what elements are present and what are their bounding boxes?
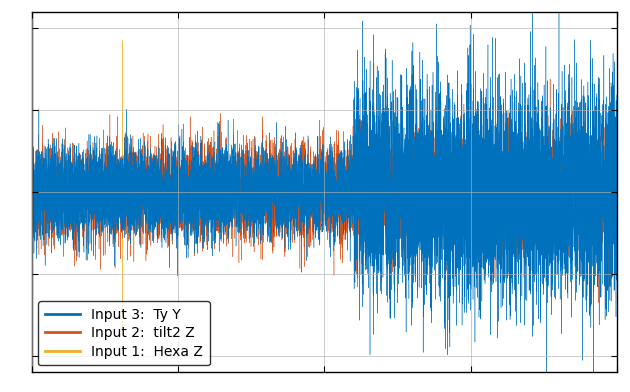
Line: Input 1:  Hexa Z: Input 1: Hexa Z bbox=[32, 0, 617, 376]
Input 1:  Hexa Z: (0, 0.0975): Hexa Z: (0, 0.0975) bbox=[28, 182, 35, 187]
Input 1:  Hexa Z: (0.947, 0.459): Hexa Z: (0.947, 0.459) bbox=[583, 152, 590, 157]
Input 2:  tilt2 Z: (0.967, -1.35): tilt2 Z: (0.967, -1.35) bbox=[595, 300, 602, 305]
Input 3:  Ty Y: (0, 0.0497): Ty Y: (0, 0.0497) bbox=[28, 186, 35, 191]
Input 3:  Ty Y: (0.0598, -0.0444): Ty Y: (0.0598, -0.0444) bbox=[63, 193, 71, 198]
Line: Input 3:  Ty Y: Input 3: Ty Y bbox=[32, 40, 617, 331]
Input 3:  Ty Y: (0.947, 0.158): Ty Y: (0.947, 0.158) bbox=[583, 177, 590, 181]
Input 1:  Hexa Z: (0.879, -2.24): Hexa Z: (0.879, -2.24) bbox=[543, 374, 551, 378]
Input 2:  tilt2 Z: (0.584, 1.57): tilt2 Z: (0.584, 1.57) bbox=[370, 61, 377, 66]
Input 2:  tilt2 Z: (0.947, -0.36): tilt2 Z: (0.947, -0.36) bbox=[583, 219, 590, 224]
Input 3:  Ty Y: (0.489, -0.0822): Ty Y: (0.489, -0.0822) bbox=[314, 196, 322, 201]
Input 1:  Hexa Z: (0.0598, -0.0634): Hexa Z: (0.0598, -0.0634) bbox=[63, 195, 71, 200]
Input 1:  Hexa Z: (0.489, 0.674): Hexa Z: (0.489, 0.674) bbox=[314, 134, 322, 139]
Input 2:  tilt2 Z: (0.0045, 0.0337): tilt2 Z: (0.0045, 0.0337) bbox=[30, 187, 38, 192]
Input 1:  Hexa Z: (1, -0.149): Hexa Z: (1, -0.149) bbox=[614, 202, 621, 207]
Input 3:  Ty Y: (0.0414, 0.0332): Ty Y: (0.0414, 0.0332) bbox=[52, 187, 60, 192]
Input 3:  Ty Y: (0.155, 1.85): Ty Y: (0.155, 1.85) bbox=[118, 38, 126, 43]
Input 1:  Hexa Z: (0.196, -0.0491): Hexa Z: (0.196, -0.0491) bbox=[142, 194, 150, 198]
Line: Input 2:  tilt2 Z: Input 2: tilt2 Z bbox=[32, 64, 617, 303]
Input 2:  tilt2 Z: (0.0598, 0.0807): tilt2 Z: (0.0598, 0.0807) bbox=[63, 183, 71, 188]
Input 1:  Hexa Z: (0.0414, -0.254): Hexa Z: (0.0414, -0.254) bbox=[52, 211, 60, 215]
Input 2:  tilt2 Z: (0.0414, 0.001): tilt2 Z: (0.0414, 0.001) bbox=[52, 190, 60, 194]
Input 2:  tilt2 Z: (0.196, 0.00499): tilt2 Z: (0.196, 0.00499) bbox=[142, 189, 150, 194]
Input 3:  Ty Y: (1, 0.0644): Ty Y: (1, 0.0644) bbox=[614, 185, 621, 189]
Input 3:  Ty Y: (0.196, 0.0521): Ty Y: (0.196, 0.0521) bbox=[142, 185, 150, 190]
Input 2:  tilt2 Z: (1, -0.567): tilt2 Z: (1, -0.567) bbox=[614, 236, 621, 241]
Input 3:  Ty Y: (0.0045, -0.072): Ty Y: (0.0045, -0.072) bbox=[30, 196, 38, 200]
Input 2:  tilt2 Z: (0, -0.19): tilt2 Z: (0, -0.19) bbox=[28, 205, 35, 210]
Input 3:  Ty Y: (0.155, -1.7): Ty Y: (0.155, -1.7) bbox=[118, 329, 126, 334]
Input 1:  Hexa Z: (0.0045, 0.265): Hexa Z: (0.0045, 0.265) bbox=[30, 168, 38, 172]
Input 2:  tilt2 Z: (0.489, 0.364): tilt2 Z: (0.489, 0.364) bbox=[314, 160, 322, 165]
Legend: Input 3:  Ty Y, Input 2:  tilt2 Z, Input 1:  Hexa Z: Input 3: Ty Y, Input 2: tilt2 Z, Input 1… bbox=[38, 301, 210, 365]
